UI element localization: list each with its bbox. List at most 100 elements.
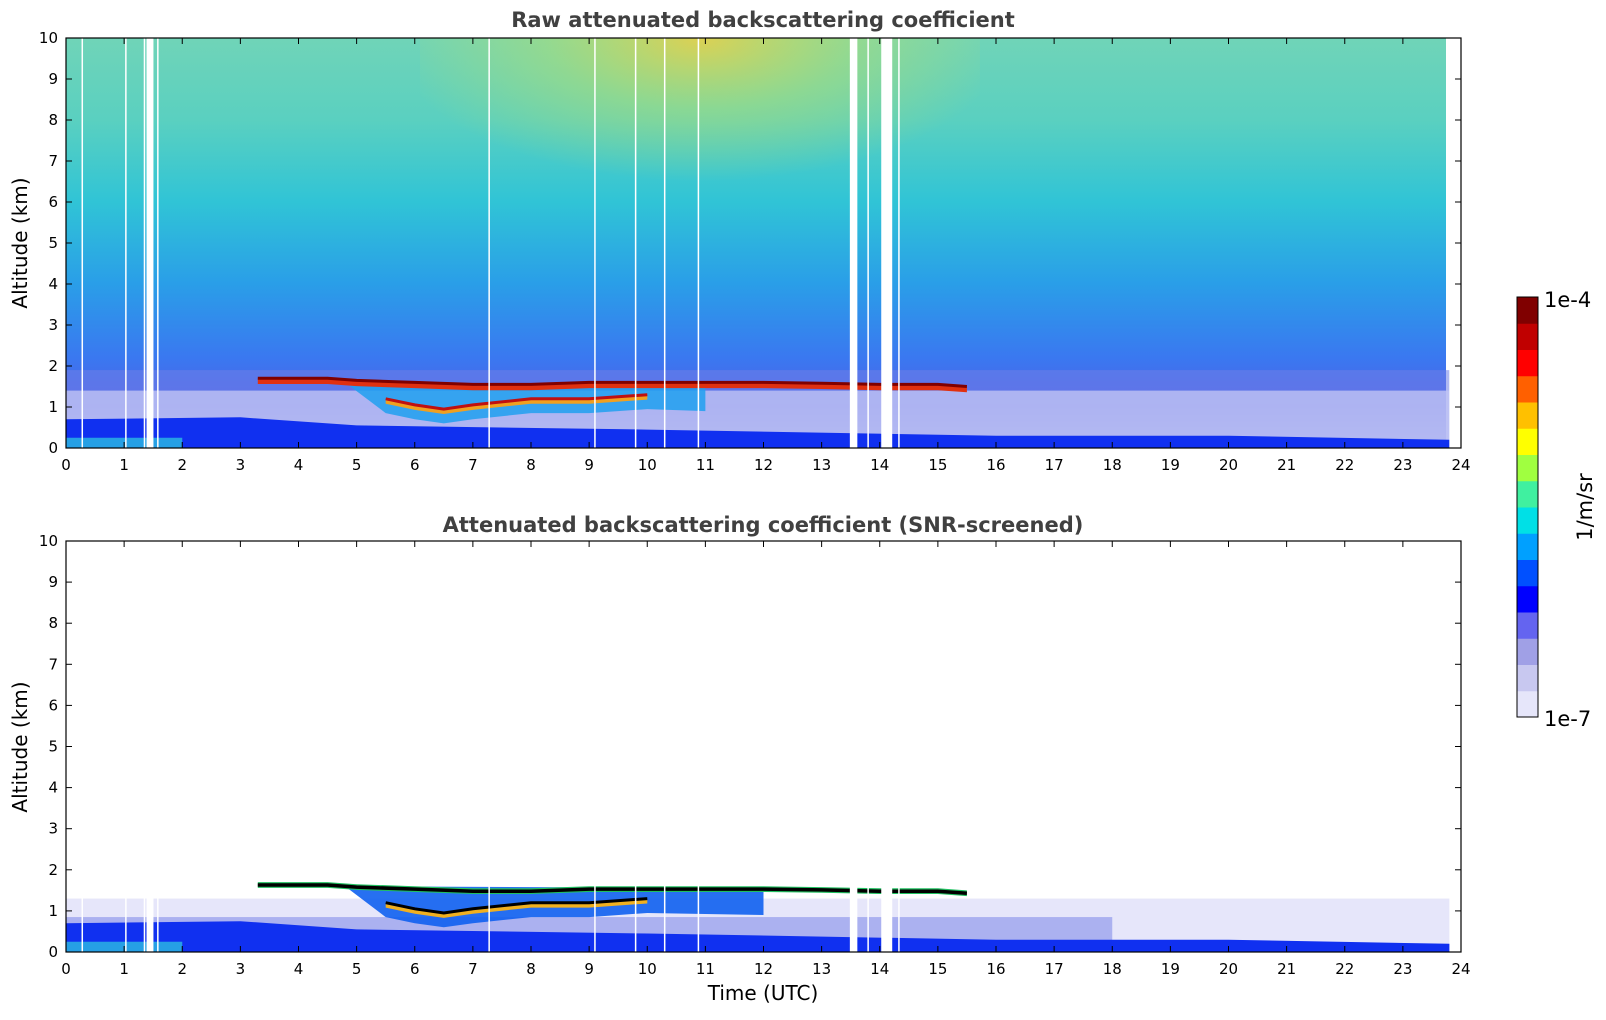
colorbar-band — [1517, 349, 1538, 377]
x-tick-label: 17 — [1045, 456, 1064, 474]
data-gap — [853, 38, 858, 448]
data-gap — [143, 541, 146, 952]
x-tick-label: 18 — [1103, 456, 1122, 474]
panel2-ylabel: Altitude (km) — [8, 681, 32, 812]
x-tick-label: 3 — [236, 456, 246, 474]
x-tick-label: 1 — [119, 960, 129, 978]
y-tick-label: 9 — [48, 573, 58, 591]
data-gap — [853, 541, 858, 952]
panel1-title: Raw attenuated backscattering coefficien… — [511, 8, 1015, 32]
x-tick-label: 19 — [1161, 960, 1180, 978]
x-tick-label: 10 — [638, 960, 657, 978]
colorbar-band — [1517, 585, 1538, 613]
x-tick-label: 23 — [1393, 456, 1412, 474]
data-gap — [157, 38, 159, 448]
raw-cloud-layer — [257, 378, 967, 393]
x-tick-label: 7 — [468, 456, 478, 474]
y-tick-label: 0 — [48, 439, 58, 457]
colorbar-band — [1517, 638, 1538, 665]
x-tick-label: 13 — [812, 456, 831, 474]
colorbar-max-label: 1e-4 — [1544, 288, 1591, 312]
colorbar-band — [1517, 428, 1538, 455]
screened-layers — [66, 882, 1450, 952]
colorbar-band — [1517, 375, 1538, 403]
x-tick-label: 22 — [1335, 456, 1354, 474]
x-tick-label: 15 — [928, 456, 947, 474]
colorbar-band — [1517, 612, 1538, 639]
raw-layers — [66, 38, 1461, 448]
data-gap — [663, 541, 666, 952]
y-tick-label: 5 — [48, 738, 58, 756]
panel2-title: Attenuated backscattering coefficient (S… — [443, 513, 1084, 537]
screened-data-gaps — [81, 541, 900, 952]
screened-cloud-lower-edge — [385, 897, 648, 915]
data-gap — [867, 541, 869, 952]
colorbar-frame — [1516, 296, 1539, 718]
data-gap — [898, 541, 900, 952]
raw-cloud-lower-edge — [385, 393, 648, 411]
y-tick-label: 8 — [48, 111, 58, 129]
x-tick-label: 13 — [812, 960, 831, 978]
x-tick-label: 12 — [754, 960, 773, 978]
x-tick-label: 12 — [754, 456, 773, 474]
data-gap — [81, 541, 84, 952]
data-gap — [146, 38, 151, 448]
colorbar-band — [1517, 454, 1538, 482]
data-gap — [888, 38, 893, 448]
colorbar-min-label: 1e-7 — [1544, 707, 1591, 731]
data-gap — [634, 541, 637, 952]
data-gap — [697, 541, 700, 952]
x-tick-label: 9 — [584, 456, 594, 474]
raw-cloud-top — [257, 376, 968, 388]
y-tick-label: 4 — [48, 275, 58, 293]
data-gap — [898, 38, 900, 448]
x-tick-label: 23 — [1393, 960, 1412, 978]
data-gap — [884, 38, 889, 448]
x-tick-label: 5 — [352, 960, 362, 978]
x-tick-label: 20 — [1219, 456, 1238, 474]
x-tick-label: 21 — [1277, 456, 1296, 474]
colorbar-band — [1517, 690, 1538, 718]
x-tick-label: 6 — [410, 960, 420, 978]
y-tick-label: 8 — [48, 614, 58, 632]
data-gap — [884, 541, 889, 952]
x-tick-label: 17 — [1045, 960, 1064, 978]
data-gap — [594, 541, 596, 952]
data-gap — [125, 541, 127, 952]
x-tick-label: 21 — [1277, 960, 1296, 978]
x-tick-label: 15 — [928, 960, 947, 978]
x-tick-label: 11 — [696, 960, 715, 978]
y-tick-label: 7 — [48, 152, 58, 170]
colorbar-band — [1517, 297, 1538, 324]
x-tick-label: 8 — [526, 456, 536, 474]
panel-raw: Raw attenuated backscattering coefficien… — [8, 8, 1471, 474]
raw-high-signal-region — [420, 38, 980, 298]
data-gap — [881, 38, 886, 448]
data-gap — [488, 38, 490, 448]
data-gap — [849, 38, 854, 448]
y-tick-label: 3 — [48, 820, 58, 838]
x-tick-label: 0 — [61, 960, 71, 978]
data-gap — [157, 541, 159, 952]
x-tick-label: 9 — [584, 960, 594, 978]
data-gap — [81, 38, 84, 448]
data-gap — [881, 541, 886, 952]
screened-cloud-core — [257, 883, 968, 895]
x-tick-label: 2 — [177, 456, 187, 474]
colorbar-band — [1517, 323, 1538, 350]
x-tick-label: 19 — [1161, 456, 1180, 474]
y-tick-label: 10 — [39, 29, 58, 47]
data-gap — [867, 38, 869, 448]
panel1-x-axis: 0 1 2 3 4 5 6 7 8 9 10 11 12 13 14 15 16 17 18 19 20 21 22 23 24 — [61, 38, 1471, 474]
colorbar-band — [1517, 559, 1538, 587]
x-tick-label: 8 — [526, 960, 536, 978]
x-tick-label: 4 — [294, 960, 304, 978]
y-tick-label: 3 — [48, 316, 58, 334]
raw-boundary-layer — [66, 417, 1450, 448]
x-tick-label: 0 — [61, 456, 71, 474]
y-tick-label: 10 — [39, 532, 58, 550]
data-gap — [634, 38, 637, 448]
screened-boundary-layer — [66, 921, 1450, 952]
y-tick-label: 2 — [48, 861, 58, 879]
